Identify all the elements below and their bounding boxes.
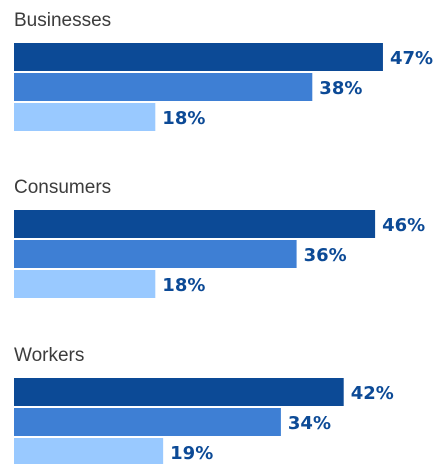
- value-label-consumers-2: 36%: [304, 245, 347, 266]
- bar-workers-1: [14, 378, 344, 406]
- bar-businesses-3: [14, 103, 156, 131]
- bar-consumers-1: [14, 210, 376, 238]
- bar-workers-3: [14, 438, 164, 464]
- bar-workers-2: [14, 408, 281, 436]
- value-label-workers-3: 19%: [170, 443, 213, 464]
- value-label-workers-2: 34%: [288, 413, 331, 434]
- bar-consumers-2: [14, 240, 297, 268]
- bar-consumers-3: [14, 270, 156, 298]
- group-label-consumers: Consumers: [14, 177, 111, 198]
- value-label-consumers-1: 46%: [382, 215, 425, 236]
- bar-businesses-2: [14, 73, 313, 101]
- value-label-businesses-1: 47%: [390, 48, 433, 69]
- value-label-consumers-3: 18%: [162, 275, 205, 296]
- value-label-workers-1: 42%: [351, 383, 394, 404]
- value-label-businesses-3: 18%: [162, 108, 205, 129]
- group-label-workers: Workers: [14, 345, 84, 366]
- bar-businesses-1: [14, 43, 383, 71]
- value-label-businesses-2: 38%: [319, 78, 362, 99]
- group-label-businesses: Businesses: [14, 10, 111, 31]
